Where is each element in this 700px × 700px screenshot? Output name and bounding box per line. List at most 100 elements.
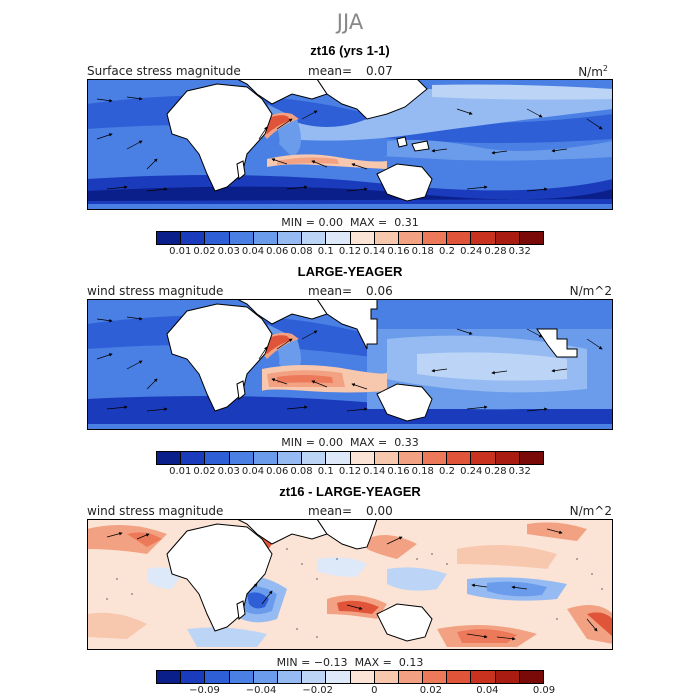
panel-1-colorbar-ticks: 0.01 0.02 0.03 0.04 0.06 0.08 0.1 0.12 0.14 0.16 0… bbox=[156, 246, 544, 258]
colorbar-tick-label: 0.28 bbox=[484, 466, 507, 477]
panel-3-wind-vectors bbox=[106, 528, 598, 641]
panel-2-title: LARGE-YEAGER bbox=[297, 264, 403, 279]
colorbar-swatch bbox=[276, 232, 302, 244]
colorbar-tick-label: 0.24 bbox=[460, 246, 483, 257]
colorbar-swatch bbox=[228, 671, 253, 683]
panel-1-units: N/m2 bbox=[578, 64, 608, 79]
colorbar-swatch bbox=[446, 452, 471, 464]
colorbar-tick-label: 0.03 bbox=[217, 466, 240, 477]
panel-3-positive-patches bbox=[87, 522, 613, 647]
colorbar-swatch bbox=[373, 671, 398, 683]
colorbar-tick-label: 0.16 bbox=[387, 246, 410, 257]
colorbar-tick-label: 0.04 bbox=[241, 466, 265, 477]
panel-2-land bbox=[166, 299, 578, 422]
colorbar-tick-label: 0.01 bbox=[169, 466, 192, 477]
panel-2-min-max: MIN = 0.00 MAX = 0.33 bbox=[281, 436, 419, 449]
panel-2-colorbar-ticks: 0.01 0.02 0.03 0.04 0.06 0.08 0.1 0.12 0.14 0.16 0… bbox=[156, 466, 544, 478]
colorbar-swatch bbox=[204, 232, 229, 244]
colorbar-tick-label: 0.02 bbox=[419, 685, 442, 696]
colorbar-swatch bbox=[422, 452, 447, 464]
colorbar-tick-label: 0 bbox=[371, 685, 378, 696]
panel-3-units: N/m^2 bbox=[569, 504, 612, 518]
colorbar-tick-label: 0.18 bbox=[411, 466, 434, 477]
colorbar-swatch bbox=[494, 452, 519, 464]
panel-1-field-label: Surface stress magnitude bbox=[87, 64, 241, 78]
colorbar-tick-label: −0.02 bbox=[302, 685, 333, 696]
colorbar-tick-label: 0.2 bbox=[439, 246, 455, 257]
colorbar-tick-label: 0.1 bbox=[317, 246, 334, 257]
colorbar-tick-label: 0.24 bbox=[460, 466, 483, 477]
colorbar-swatch bbox=[276, 452, 302, 464]
panel-2-mean-label: mean= bbox=[308, 284, 353, 298]
colorbar-swatch bbox=[494, 232, 519, 244]
colorbar-swatch bbox=[180, 452, 205, 464]
panel-1-colorbar bbox=[156, 231, 544, 245]
colorbar-tick-label: 0.14 bbox=[363, 466, 386, 477]
colorbar-tick-label: 0.18 bbox=[411, 246, 434, 257]
colorbar-tick-label: 0.06 bbox=[266, 246, 289, 257]
colorbar-tick-label: 0.08 bbox=[290, 466, 313, 477]
colorbar-tick-label: 0.02 bbox=[193, 466, 216, 477]
colorbar-swatch bbox=[518, 671, 543, 683]
colorbar-tick-label: 0.32 bbox=[508, 466, 531, 477]
panel-2-colorbar bbox=[156, 451, 544, 465]
colorbar-tick-label: 0.09 bbox=[532, 685, 556, 696]
panel-3-stipple bbox=[106, 548, 603, 638]
colorbar-tick-label: 0.04 bbox=[241, 246, 265, 257]
colorbar-swatch bbox=[397, 671, 423, 683]
colorbar-swatch bbox=[157, 671, 181, 683]
figure-title: JJA bbox=[336, 10, 364, 34]
colorbar-swatch bbox=[470, 671, 495, 683]
colorbar-tick-label: 0.04 bbox=[476, 685, 499, 696]
panel-1-frame bbox=[87, 79, 613, 210]
colorbar-swatch bbox=[470, 232, 495, 244]
colorbar-swatch bbox=[301, 232, 326, 244]
panel-1-mean-value: 0.07 bbox=[366, 64, 393, 78]
colorbar-swatch bbox=[301, 452, 326, 464]
colorbar-swatch bbox=[422, 232, 447, 244]
colorbar-swatch bbox=[470, 452, 495, 464]
colorbar-tick-label: 0.12 bbox=[338, 246, 362, 257]
colorbar-swatch bbox=[325, 452, 350, 464]
panel-3-frame bbox=[87, 519, 613, 650]
panel-3-field-label: wind stress magnitude bbox=[87, 504, 224, 518]
colorbar-swatch bbox=[518, 232, 543, 244]
colorbar-tick-label: 0.01 bbox=[169, 246, 192, 257]
colorbar-tick-label: 0.1 bbox=[317, 466, 334, 477]
colorbar-swatch bbox=[228, 232, 253, 244]
panel-3-land bbox=[166, 519, 433, 642]
colorbar-swatch bbox=[373, 232, 398, 244]
panel-3-negative-patches bbox=[147, 557, 567, 647]
colorbar-tick-label: −0.04 bbox=[245, 685, 277, 696]
colorbar-swatch bbox=[325, 232, 350, 244]
colorbar-swatch bbox=[325, 671, 350, 683]
panel-2-units: N/m^2 bbox=[569, 284, 612, 298]
colorbar-tick-label: 0.16 bbox=[387, 466, 410, 477]
colorbar-tick-label: 0.03 bbox=[217, 246, 240, 257]
colorbar-swatch bbox=[349, 232, 374, 244]
colorbar-swatch bbox=[252, 671, 277, 683]
colorbar-tick-label: −0.09 bbox=[189, 685, 220, 696]
panel-3-map bbox=[87, 519, 613, 650]
colorbar-swatch bbox=[157, 452, 181, 464]
colorbar-tick-label: 0.32 bbox=[508, 246, 531, 257]
colorbar-tick-label: 0.02 bbox=[193, 246, 216, 257]
panel-3-mean-value: 0.00 bbox=[366, 504, 393, 518]
panel-3-min-max: MIN = −0.13 MAX = 0.13 bbox=[276, 656, 424, 669]
panel-1-map bbox=[87, 79, 613, 210]
colorbar-swatch bbox=[494, 671, 519, 683]
panel-3-colorbar bbox=[156, 670, 544, 684]
panel-1-min-max: MIN = 0.00 MAX = 0.31 bbox=[281, 216, 419, 229]
colorbar-swatch bbox=[204, 671, 229, 683]
colorbar-swatch bbox=[349, 671, 374, 683]
panel-1-land bbox=[166, 79, 433, 202]
panel-2-map bbox=[87, 299, 613, 430]
panel-3-colorbar-ticks: −0.09 −0.04 −0.02 0 0.02 0.04 0.09 bbox=[156, 685, 555, 697]
colorbar-swatch bbox=[252, 452, 277, 464]
colorbar-swatch bbox=[228, 452, 253, 464]
colorbar-swatch bbox=[180, 671, 205, 683]
colorbar-swatch bbox=[204, 452, 229, 464]
panel-2-frame bbox=[87, 299, 613, 430]
colorbar-tick-label: 0.2 bbox=[439, 466, 455, 477]
colorbar-swatch bbox=[157, 232, 181, 244]
